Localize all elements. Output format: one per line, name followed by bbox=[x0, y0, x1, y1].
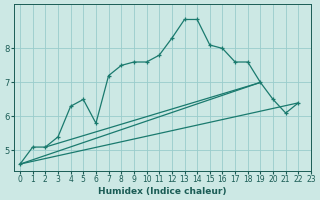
X-axis label: Humidex (Indice chaleur): Humidex (Indice chaleur) bbox=[98, 187, 227, 196]
